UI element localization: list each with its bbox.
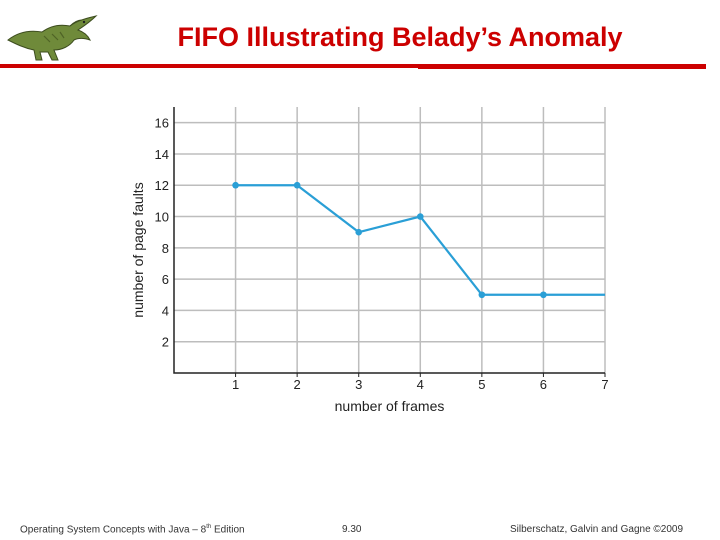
x-tick-label: 6 bbox=[540, 377, 547, 392]
x-tick-label: 5 bbox=[478, 377, 485, 392]
y-tick-label: 10 bbox=[155, 210, 169, 225]
x-tick-label: 4 bbox=[417, 377, 424, 392]
y-axis-label: number of page faults bbox=[130, 182, 146, 317]
axis-frame bbox=[173, 107, 605, 374]
footer-book-title: Operating System Concepts with Java – 8t… bbox=[20, 524, 245, 535]
x-axis-label: number of frames bbox=[335, 398, 445, 414]
data-point bbox=[540, 291, 547, 299]
x-tick-label: 7 bbox=[601, 377, 608, 392]
x-tick-label: 2 bbox=[294, 377, 301, 392]
title-underline bbox=[0, 64, 706, 69]
y-tick-label: 4 bbox=[162, 303, 169, 318]
dinosaur-icon bbox=[7, 15, 98, 61]
x-tick-label: 1 bbox=[232, 377, 239, 392]
y-tick-label: 6 bbox=[162, 272, 169, 287]
y-tick-label: 16 bbox=[155, 116, 169, 131]
slide-title: FIFO Illustrating Belady’s Anomaly bbox=[177, 22, 623, 52]
y-tick-label: 8 bbox=[162, 241, 169, 256]
footer-copyright: Silberschatz, Galvin and Gagne ©2009 bbox=[510, 524, 684, 535]
footer-page-number: 9.30 bbox=[342, 524, 362, 535]
footer-book-sup: th bbox=[206, 524, 212, 530]
y-tick-label: 14 bbox=[155, 147, 169, 162]
data-point bbox=[232, 181, 239, 189]
y-tick-label: 2 bbox=[162, 335, 169, 350]
plot-area bbox=[174, 107, 605, 373]
footer-book-suffix: Edition bbox=[211, 524, 245, 536]
data-point bbox=[355, 228, 363, 236]
x-tick-label: 3 bbox=[355, 377, 362, 392]
data-point bbox=[416, 213, 424, 220]
y-tick-label: 12 bbox=[155, 178, 169, 193]
data-point bbox=[478, 291, 486, 299]
data-point bbox=[293, 181, 301, 189]
footer-book-prefix: Operating System Concepts with Java – 8 bbox=[20, 524, 207, 536]
